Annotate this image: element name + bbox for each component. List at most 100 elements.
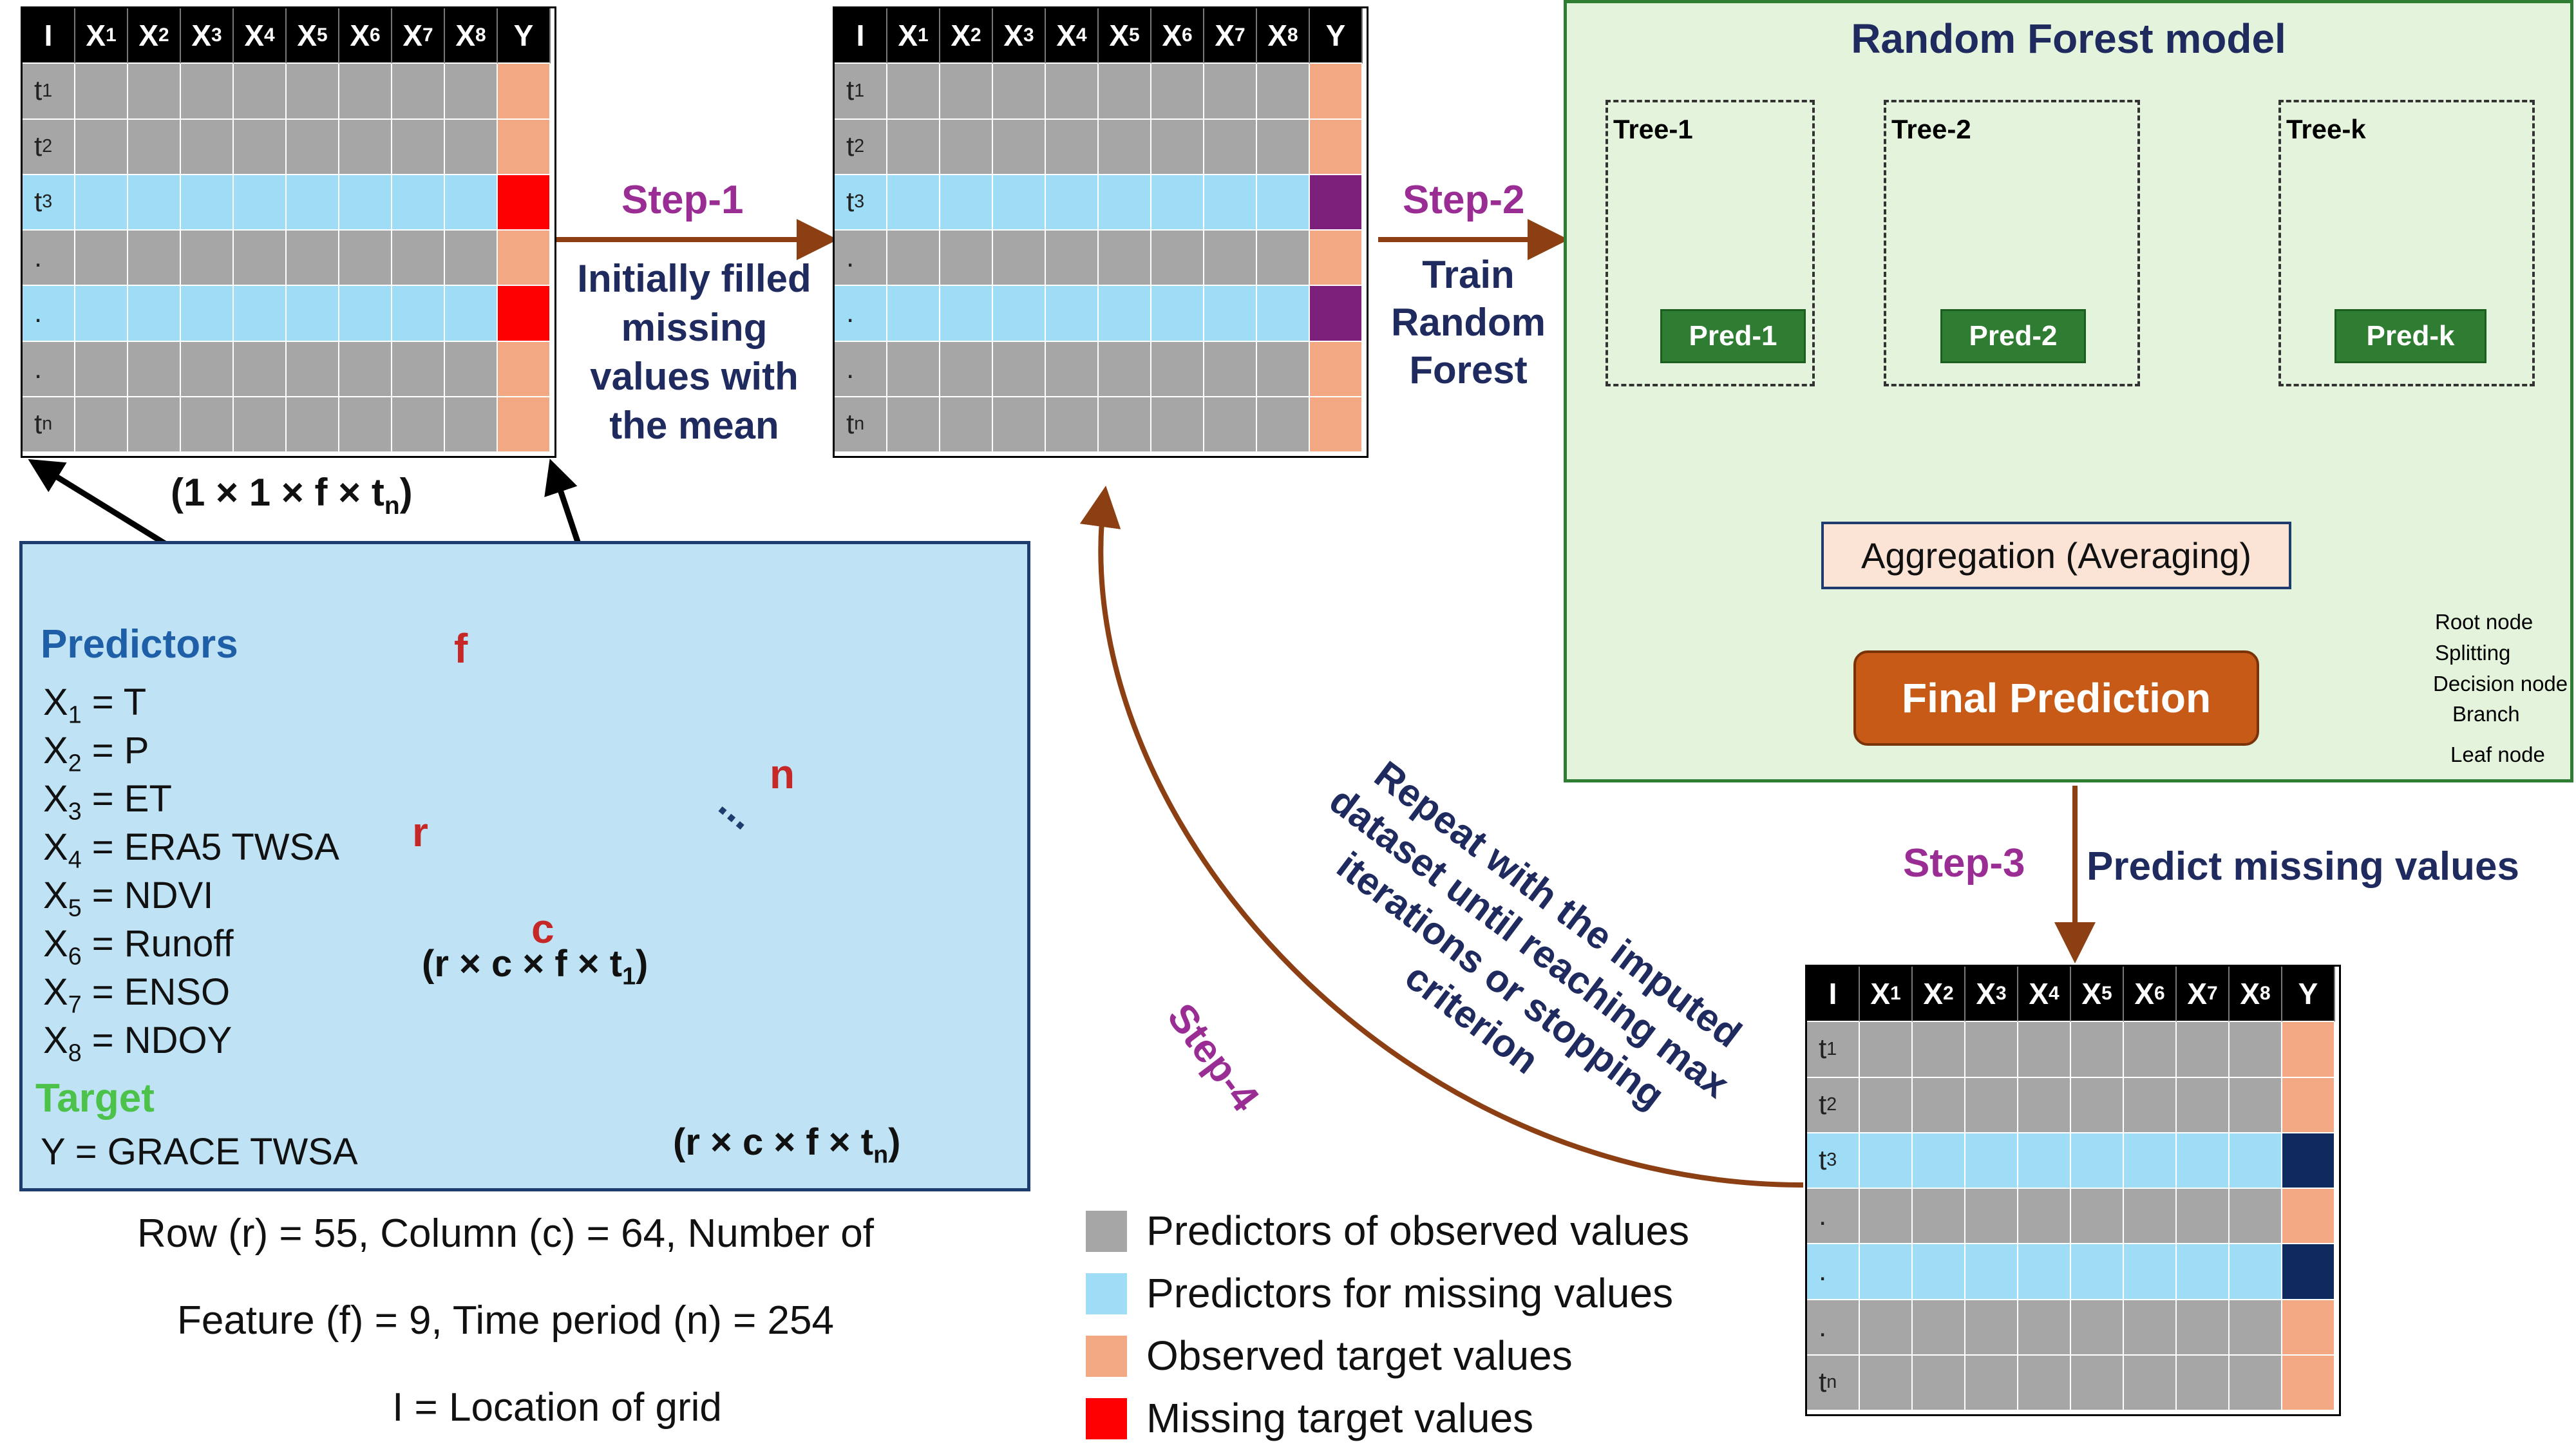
predictor-cell (128, 175, 181, 231)
predictor-cell (1204, 341, 1257, 397)
predictor-cell (1046, 119, 1099, 175)
table-row-index: . (23, 231, 75, 287)
predictor-cell (181, 286, 234, 342)
predictor-cell (940, 64, 993, 120)
legend-swatch (1086, 1336, 1127, 1377)
target-cell (1310, 119, 1363, 175)
predictor-cell (1204, 64, 1257, 120)
rf-title: Random Forest model (1851, 15, 2286, 62)
predictor-cell (2018, 1244, 2071, 1300)
predictor-cell (287, 64, 339, 120)
predictor-cell (940, 231, 993, 287)
predictor-cell (2124, 1300, 2177, 1356)
note-line-1: Row (r) = 55, Column (c) = 64, Number of (137, 1211, 874, 1256)
predictor-cell (1913, 1189, 1965, 1245)
predictor-cell (392, 231, 445, 287)
legend-label: Predictors of observed values (1146, 1208, 1690, 1254)
predictor-cell (1099, 341, 1151, 397)
predictor-cell (181, 64, 234, 120)
predictor-cell (75, 231, 128, 287)
predictor-item: X7 = ENSO (43, 971, 231, 1018)
predictor-cell (1204, 119, 1257, 175)
step2-text-line: Random (1391, 301, 1546, 344)
step1-text: Initially filled missing values with the… (559, 254, 829, 450)
predictor-cell (2071, 1077, 2124, 1133)
predictor-cell (887, 64, 940, 120)
legend-decision-node: Decision node (2433, 672, 2568, 696)
predictor-cell (1204, 397, 1257, 453)
predictor-cell (2230, 1022, 2282, 1078)
predictor-cell (1913, 1022, 1965, 1078)
target-cell (498, 231, 551, 287)
predictor-cell (1099, 64, 1151, 120)
predictor-panel: Predictors X1 = T X2 = P X3 = ET X4 = ERA5 … (19, 541, 1030, 1191)
predictor-cell (445, 64, 498, 120)
predictor-cell (1257, 341, 1310, 397)
legend-leaf-node: Leaf node (2450, 743, 2545, 766)
table-row-index: . (23, 341, 75, 397)
predictor-cell (1913, 1355, 1965, 1411)
predictor-cell (75, 64, 128, 120)
cube-dots: ... (710, 781, 767, 838)
target-cell (2282, 1189, 2335, 1245)
predictor-item: X2 = P (43, 730, 149, 777)
tree-1-label: Tree-1 (1613, 114, 1693, 144)
table-header-cell: I (835, 8, 887, 64)
predictor-item: X8 = NDOY (43, 1019, 232, 1066)
predictor-cell (887, 119, 940, 175)
predictor-cell (287, 231, 339, 287)
predictor-cell (339, 175, 392, 231)
predictor-cell (1860, 1189, 1913, 1245)
predictor-cell (339, 231, 392, 287)
table-row-index: . (1807, 1244, 1860, 1300)
predictor-cell (128, 341, 181, 397)
target-cell (498, 286, 551, 342)
predictor-cell (392, 286, 445, 342)
step3-text: Predict missing values (2087, 844, 2519, 889)
n-label: n (770, 751, 795, 797)
predictor-cell (2071, 1300, 2124, 1356)
predictor-cell (2177, 1300, 2230, 1356)
predictor-cell (887, 341, 940, 397)
predictor-cell (1046, 341, 1099, 397)
table-header-cell: Y (1310, 8, 1363, 64)
predictor-cell (2071, 1244, 2124, 1300)
predictor-cell (234, 397, 287, 453)
step1-text-line: missing (621, 306, 768, 349)
predictor-cell (2230, 1133, 2282, 1189)
predictor-cell (75, 119, 128, 175)
table1-caption: (1 × 1 × f × tn) (171, 471, 413, 520)
predictor-cell (2018, 1355, 2071, 1411)
predictor-cell (1151, 397, 1204, 453)
pred-1-box: Pred-1 (1660, 309, 1806, 363)
legend-splitting: Splitting (2435, 641, 2511, 665)
target-title: Target (35, 1076, 155, 1121)
predictor-cell (445, 397, 498, 453)
predictor-cell (1151, 119, 1204, 175)
predictor-cell (234, 175, 287, 231)
predictor-cell (2124, 1022, 2177, 1078)
predictor-cell (2124, 1077, 2177, 1133)
predictor-cell (993, 397, 1046, 453)
predictor-cell (1965, 1022, 2018, 1078)
predictor-cell (128, 119, 181, 175)
step2-text: Train Random Forest (1372, 251, 1565, 394)
predictor-cell (993, 231, 1046, 287)
predictor-cell (2124, 1133, 2177, 1189)
